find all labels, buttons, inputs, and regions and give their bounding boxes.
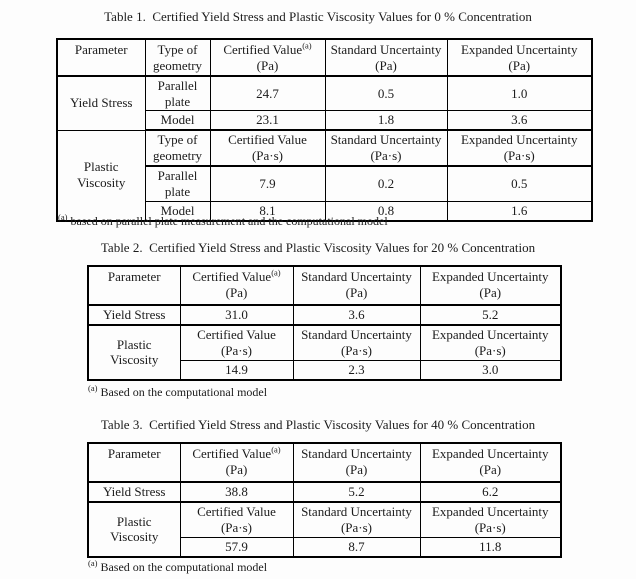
subheader-standard: Standard Uncertainty (Pa·s) bbox=[292, 501, 421, 538]
table3-yield-row: Yield Stress 38.8 5.2 6.2 bbox=[87, 481, 562, 503]
table1-yield-label: Yield Stress bbox=[56, 75, 146, 131]
standard-uncertainty-cell: 5.2 bbox=[292, 481, 421, 503]
expanded-uncertainty-cell: 3.6 bbox=[446, 110, 593, 132]
table1-plastic-label: Plastic Viscosity bbox=[56, 129, 146, 222]
footnote-text: Based on the computational model bbox=[100, 560, 268, 574]
table3-header-standard: Standard Uncertainty (Pa) bbox=[292, 442, 421, 483]
standard-uncertainty-cell: 0.5 bbox=[324, 75, 448, 112]
table3-plastic-subheader-row: Plastic Viscosity Certified Value (Pa·s)… bbox=[87, 501, 562, 558]
table1-title: Table 1. Certified Yield Stress and Plas… bbox=[104, 9, 532, 24]
table2-plastic-value-row: 14.9 2.3 3.0 bbox=[88, 359, 562, 381]
table2-header-row: Parameter Certified Value(a) (Pa) Standar… bbox=[87, 265, 562, 306]
footnote-marker: (a) bbox=[302, 40, 312, 51]
table1-header-standard: Standard Uncertainty (Pa) bbox=[324, 38, 448, 77]
expanded-uncertainty-cell: 0.5 bbox=[446, 165, 593, 202]
certified-value-cell: 24.7 bbox=[209, 75, 326, 112]
standard-uncertainty-cell: 0.2 bbox=[324, 165, 448, 202]
certified-value-cell: 31.0 bbox=[179, 304, 294, 326]
table1-plastic-model-row: Model 8.1 0.8 1.6 bbox=[57, 200, 593, 222]
geometry-cell: Parallel plate bbox=[144, 75, 211, 112]
certified-value-cell: 7.9 bbox=[209, 165, 326, 202]
subheader-standard: Standard Uncertainty (Pa·s) bbox=[324, 129, 448, 168]
footnote-marker: (a) bbox=[88, 558, 98, 568]
table2-header-certified: Certified Value(a) (Pa) bbox=[179, 265, 294, 306]
certified-value-cell: 14.9 bbox=[179, 359, 294, 381]
table1-header-certified: Certified Value(a) (Pa) bbox=[209, 38, 326, 77]
table2-yield-row: Yield Stress 31.0 3.6 5.2 bbox=[87, 304, 562, 326]
expanded-uncertainty-cell: 5.2 bbox=[419, 304, 562, 326]
standard-uncertainty-cell: 2.3 bbox=[292, 359, 421, 381]
expanded-uncertainty-cell: 11.8 bbox=[419, 536, 562, 558]
subheader-expanded: Expanded Uncertainty (Pa·s) bbox=[419, 324, 562, 361]
table3-header-expanded: Expanded Uncertainty (Pa) bbox=[419, 442, 562, 483]
table1-header-row: Parameter Type of geometry Certified Val… bbox=[56, 38, 593, 77]
table1-header-expanded: Expanded Uncertainty (Pa) bbox=[446, 38, 593, 77]
geometry-cell: Model bbox=[144, 110, 211, 132]
table2-plastic-label: Plastic Viscosity bbox=[87, 324, 181, 381]
certified-value-cell: 38.8 bbox=[179, 481, 294, 503]
table1-plastic-parallel-row: Parallel plate 7.9 0.2 0.5 bbox=[57, 165, 593, 202]
table1-yield-model-row: Model 23.1 1.8 3.6 bbox=[57, 110, 593, 132]
table2-footnote: (a) Based on the computational model bbox=[88, 383, 268, 400]
expanded-uncertainty-cell: 1.0 bbox=[446, 75, 593, 112]
table3-footnote: (a) Based on the computational model bbox=[88, 558, 268, 575]
certified-value-cell: 57.9 bbox=[179, 536, 294, 558]
table1-footnote: (a) based on parallel plate measurement a… bbox=[58, 212, 388, 229]
header-label: Certified Value bbox=[192, 269, 272, 284]
table3: Parameter Certified Value(a) (Pa) Standar… bbox=[87, 442, 562, 559]
table2-header-parameter: Parameter bbox=[87, 265, 181, 306]
table1-header-parameter: Parameter bbox=[56, 38, 146, 77]
table2-header-expanded: Expanded Uncertainty (Pa) bbox=[419, 265, 562, 306]
table1-header-geometry: Type of geometry bbox=[144, 38, 211, 77]
footnote-text: Based on the computational model bbox=[100, 385, 268, 399]
footnote-marker: (a) bbox=[58, 212, 68, 222]
table3-plastic-value-row: 57.9 8.7 11.8 bbox=[88, 536, 562, 558]
table3-header-row: Parameter Certified Value(a) (Pa) Standar… bbox=[87, 442, 562, 483]
table1-yield-parallel-row: Yield Stress Parallel plate 24.7 0.5 1.0 bbox=[56, 75, 593, 131]
table2-yield-label: Yield Stress bbox=[87, 304, 181, 326]
table3-header-certified: Certified Value(a) (Pa) bbox=[179, 442, 294, 483]
table3-header-parameter: Parameter bbox=[87, 442, 181, 483]
subheader-standard: Standard Uncertainty (Pa·s) bbox=[292, 324, 421, 361]
standard-uncertainty-cell: 3.6 bbox=[292, 304, 421, 326]
subheader-geometry: Type of geometry bbox=[144, 129, 211, 168]
table2-header-standard: Standard Uncertainty (Pa) bbox=[292, 265, 421, 306]
subheader-expanded: Expanded Uncertainty (Pa·s) bbox=[419, 501, 562, 538]
certified-value-cell: 23.1 bbox=[209, 110, 326, 132]
subheader-certified: Certified Value (Pa·s) bbox=[179, 324, 294, 361]
subheader-certified: Certified Value (Pa·s) bbox=[209, 129, 326, 168]
table3-title: Table 3. Certified Yield Stress and Plas… bbox=[100, 417, 536, 432]
table2-plastic-subheader-row: Plastic Viscosity Certified Value (Pa·s)… bbox=[87, 324, 562, 381]
footnote-text: based on parallel plate measurement and … bbox=[70, 214, 388, 228]
table3-yield-label: Yield Stress bbox=[87, 481, 181, 503]
footnote-marker: (a) bbox=[271, 267, 281, 278]
footnote-marker: (a) bbox=[271, 444, 281, 455]
table1: Parameter Type of geometry Certified Val… bbox=[56, 38, 593, 222]
subheader-expanded: Expanded Uncertainty (Pa·s) bbox=[446, 129, 593, 168]
standard-uncertainty-cell: 0.8 bbox=[324, 200, 448, 222]
expanded-uncertainty-cell: 3.0 bbox=[419, 359, 562, 381]
header-label: Certified Value bbox=[223, 42, 303, 57]
expanded-uncertainty-cell: 1.6 bbox=[446, 200, 593, 222]
table3-plastic-label: Plastic Viscosity bbox=[87, 501, 181, 558]
geometry-cell: Parallel plate bbox=[144, 165, 211, 202]
subheader-certified: Certified Value (Pa·s) bbox=[179, 501, 294, 538]
standard-uncertainty-cell: 8.7 bbox=[292, 536, 421, 558]
expanded-uncertainty-cell: 6.2 bbox=[419, 481, 562, 503]
footnote-marker: (a) bbox=[88, 383, 98, 393]
header-unit: (Pa) bbox=[256, 57, 279, 73]
header-label: Certified Value bbox=[192, 446, 272, 461]
table2: Parameter Certified Value(a) (Pa) Standar… bbox=[87, 265, 562, 382]
standard-uncertainty-cell: 1.8 bbox=[324, 110, 448, 132]
header-unit: (Pa) bbox=[225, 284, 248, 300]
header-unit: (Pa) bbox=[225, 461, 248, 477]
table1-plastic-subheader-row: Plastic Viscosity Type of geometry Certi… bbox=[56, 129, 593, 222]
table2-title: Table 2. Certified Yield Stress and Plas… bbox=[100, 240, 536, 255]
